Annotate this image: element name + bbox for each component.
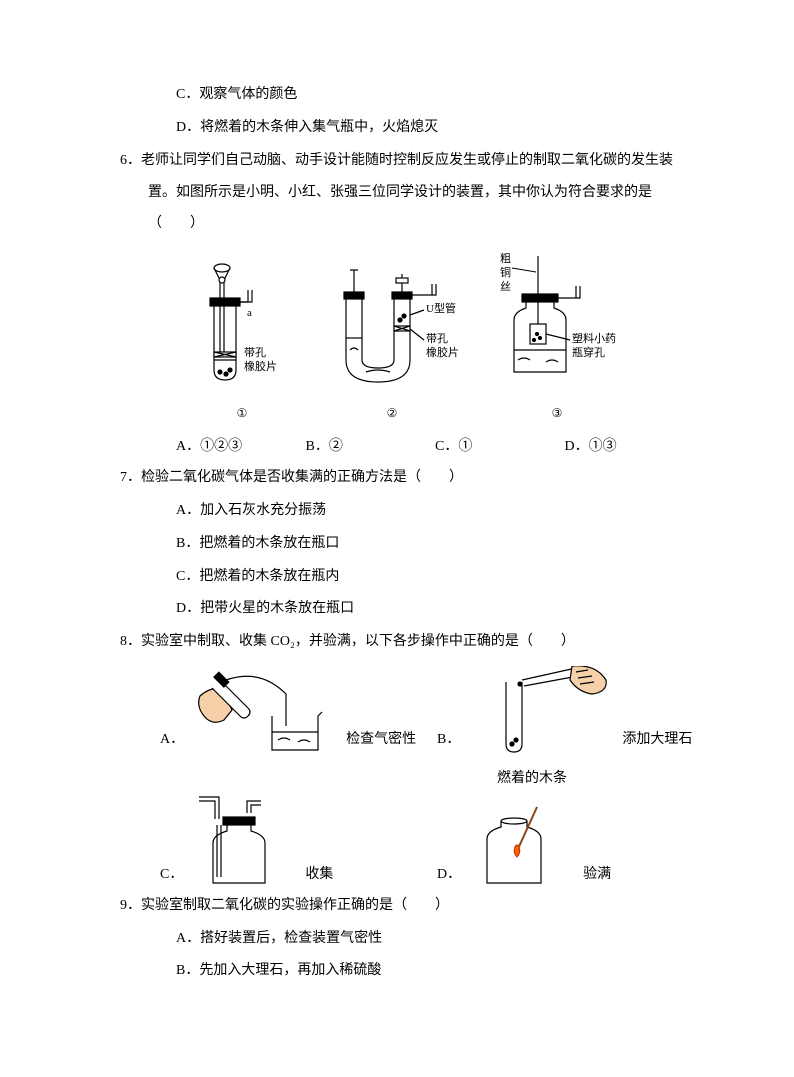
q7-option-b: B．把燃着的木条放在瓶口 <box>120 529 694 560</box>
device1-label-a: a <box>247 307 252 319</box>
device3-num: ③ <box>552 400 563 426</box>
device2-utube-label: U型管 <box>426 301 456 315</box>
q6-choices: A．①②③ B．② C．① D．①③ <box>120 432 694 463</box>
q8d-caption: 验满 <box>583 860 611 891</box>
device1-rubber1: 带孔 <box>244 346 266 359</box>
device3-wire2: 铜 <box>500 265 511 279</box>
q9-option-a: A．搭好装置后，检查装置气密性 <box>120 924 694 955</box>
device3-wire1: 粗 <box>500 252 511 265</box>
q8c-caption: 收集 <box>305 860 333 891</box>
q7-option-c: C．把燃着的木条放在瓶内 <box>120 562 694 593</box>
q6-choice-b: B．② <box>306 432 436 463</box>
q6-stem-line2: 置。如图所示是小明、小红、张强三位同学设计的装置，其中你认为符合要求的是（ ） <box>120 178 694 240</box>
q7-option-a: A．加入石灰水充分振荡 <box>120 496 694 527</box>
q8a-svg <box>190 666 340 756</box>
q9-stem-text: 实验室制取二氧化碳的实验操作正确的是（ ） <box>141 898 449 913</box>
device1-num: ① <box>237 400 248 426</box>
q9-stem: 9．实验室制取二氧化碳的实验操作正确的是（ ） <box>120 891 694 922</box>
device2-num: ② <box>387 400 398 426</box>
q7-option-d: D．把带火星的木条放在瓶口 <box>120 594 694 625</box>
device3-plug2: 瓶穿孔 <box>572 345 605 359</box>
q6-stem1-text: 老师让同学们自己动脑、动手设计能随时控制反应发生或停止的制取二氧化碳的发生装 <box>141 153 673 168</box>
device2-svg: U型管 带孔 橡胶片 <box>322 260 462 400</box>
q8a-caption: 检查气密性 <box>346 725 416 756</box>
q6-device-2: U型管 带孔 橡胶片 ② <box>322 260 462 426</box>
q6-device-3: 粗 铜 丝 塑料小药 瓶穿孔 ③ <box>492 250 622 426</box>
q8-label-c: C． <box>160 860 183 891</box>
q8-label-a: A． <box>160 725 184 756</box>
q8b-svg <box>466 666 616 756</box>
device3-wire3: 丝 <box>500 280 511 293</box>
q8-stem: 8．实验室中制取、收集 CO₂，并验满，以下各步操作中正确的是（ ） <box>120 627 694 658</box>
device1-rubber2: 橡胶片 <box>244 359 277 373</box>
q5-option-d: D．将燃着的木条伸入集气瓶中，火焰熄灭 <box>120 113 694 144</box>
q8c-svg <box>189 791 299 891</box>
device2-rubber2: 橡胶片 <box>426 345 459 359</box>
q8b-caption: 添加大理石 <box>622 725 692 756</box>
device2-rubber1: 带孔 <box>426 332 448 345</box>
q8-stem-text: 实验室中制取、收集 CO₂，并验满，以下各步操作中正确的是（ ） <box>141 634 575 649</box>
q7-stem: 7．检验二氧化碳气体是否收集满的正确方法是（ ） <box>120 463 694 494</box>
device3-plug1: 塑料小药 <box>572 331 616 345</box>
q5-option-c: C．观察气体的颜色 <box>120 80 694 111</box>
q6-choice-d: D．①③ <box>565 432 695 463</box>
q9-option-b: B．先加入大理石，再加入稀硫酸 <box>120 956 694 987</box>
q9-number: 9． <box>120 898 141 913</box>
q7-number: 7． <box>120 470 141 485</box>
q6-stem-line1: 6．老师让同学们自己动脑、动手设计能随时控制反应发生或停止的制取二氧化碳的发生装 <box>120 146 694 177</box>
q8-cell-b: B． 添加大理石 <box>437 666 694 756</box>
q8-label-b: B． <box>437 725 460 756</box>
q7-stem-text: 检验二氧化碳气体是否收集满的正确方法是（ ） <box>141 470 463 485</box>
q8-cell-d: 燃着的木条 D． 验满 <box>437 764 694 891</box>
q8-cell-a: A． 检查气密性 <box>160 666 417 756</box>
q8-cell-c: C． 收集 <box>160 764 417 891</box>
q8-label-d: D． <box>437 860 461 891</box>
device3-svg: 粗 铜 丝 塑料小药 瓶穿孔 <box>492 250 622 400</box>
device1-svg: a 带孔 橡胶片 <box>192 260 292 400</box>
q6-choice-a: A．①②③ <box>176 432 306 463</box>
q8-number: 8． <box>120 634 141 649</box>
q6-choice-c: C．① <box>435 432 565 463</box>
q8d-topcaption: 燃着的木条 <box>437 764 567 795</box>
q8-grid: A． 检查气密性 B． <box>120 666 694 891</box>
q6-number: 6． <box>120 153 141 168</box>
q6-device-1: a 带孔 橡胶片 ① <box>192 260 292 426</box>
q6-diagram-row: a 带孔 橡胶片 ① <box>120 250 694 426</box>
q8d-svg <box>467 801 577 891</box>
